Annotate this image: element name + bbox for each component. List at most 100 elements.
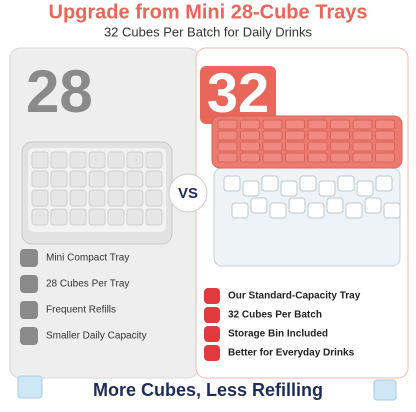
ice-cube	[364, 197, 382, 214]
feature-icon	[20, 249, 38, 267]
cube-cell	[307, 141, 328, 152]
feature-text: Storage Bin Included	[228, 329, 328, 340]
cube-cell	[307, 152, 328, 163]
cube-cell	[50, 189, 68, 207]
cube-cell	[31, 170, 49, 188]
ice-cube	[375, 175, 393, 192]
cube-cell	[352, 130, 373, 141]
ice-cube	[288, 197, 306, 214]
cube-cell	[285, 152, 305, 163]
cube-cell	[352, 119, 373, 130]
cube-cell	[352, 152, 373, 163]
cube-cell	[217, 141, 238, 152]
cube-cell	[69, 170, 87, 188]
ice-cube	[231, 202, 249, 219]
feature-text: Our Standard-Capacity Tray	[228, 291, 361, 302]
feature-text: Mini Compact Tray	[46, 253, 129, 264]
cube-cell	[107, 208, 125, 226]
cube-cell	[375, 130, 395, 141]
feature-icon	[20, 301, 38, 319]
cube-cell	[126, 151, 144, 169]
cube-cell	[50, 170, 68, 188]
vs-circle	[168, 173, 208, 213]
feature-icon	[204, 345, 220, 361]
ice-cube	[345, 202, 363, 219]
ice-cube	[356, 180, 374, 197]
cube-cell	[262, 152, 283, 163]
cube-cell	[240, 130, 260, 141]
cube-cell	[262, 130, 283, 141]
title: Upgrade from Mini 28-Cube Trays	[49, 1, 368, 23]
feature-text: 28 Cubes Per Tray	[46, 279, 129, 290]
ice-cube	[223, 175, 241, 192]
cube-cell	[307, 130, 328, 141]
cube-cell	[145, 189, 163, 207]
vs-label: VS	[178, 185, 198, 202]
ice-cube	[250, 197, 268, 214]
ice-cube	[383, 202, 401, 219]
right-number: 32	[207, 61, 269, 124]
feature-icon	[204, 326, 220, 342]
cube-cell	[50, 208, 68, 226]
ice-cube	[242, 180, 260, 197]
cube-cell	[145, 208, 163, 226]
cube-cell	[330, 119, 350, 130]
cube-cell	[31, 189, 49, 207]
cube-cell	[31, 151, 49, 169]
gray-tray	[21, 141, 173, 245]
cube-cell	[107, 151, 125, 169]
cube-cell	[69, 189, 87, 207]
subtitle: 32 Cubes Per Batch for Daily Drinks	[104, 24, 313, 39]
ice-cube	[269, 202, 287, 219]
left-number: 28	[26, 58, 93, 125]
ice-cubes	[223, 175, 401, 219]
cube-cell	[145, 170, 163, 188]
cube-cell	[88, 170, 106, 188]
ice-cube	[299, 175, 317, 192]
feature-text: 32 Cubes Per Batch	[228, 310, 322, 321]
feature-text: Better for Everyday Drinks	[228, 348, 355, 359]
cube-cell	[31, 208, 49, 226]
cube-cell	[262, 119, 283, 130]
cube-cell	[352, 141, 373, 152]
cube-cell	[88, 208, 106, 226]
cube-cell	[217, 130, 238, 141]
cube-cell	[107, 189, 125, 207]
pink-tray	[211, 115, 403, 169]
cube-cell	[126, 208, 144, 226]
cube-cell	[69, 208, 87, 226]
cube-cell	[126, 170, 144, 188]
cube-cell	[69, 151, 87, 169]
cube-cell	[285, 141, 305, 152]
ice-cube	[318, 180, 336, 197]
cube-cell	[88, 189, 106, 207]
cube-cell	[375, 119, 395, 130]
ice-cube	[307, 202, 325, 219]
right-number-box	[200, 66, 276, 124]
cube-cell	[330, 152, 350, 163]
cube-cell	[285, 130, 305, 141]
ice-cube	[337, 175, 355, 192]
cube-cell	[240, 119, 260, 130]
cube-cell	[375, 152, 395, 163]
cube-cell	[285, 119, 305, 130]
footer-text: More Cubes, Less Refilling	[93, 380, 323, 400]
cube-cell	[88, 151, 106, 169]
cube-cell	[50, 151, 68, 169]
cube-cell	[262, 141, 283, 152]
cube-cell	[307, 119, 328, 130]
cube-cell	[217, 152, 238, 163]
ice-icon	[373, 379, 397, 401]
ice-cube	[261, 175, 279, 192]
cube-cell	[330, 130, 350, 141]
cube-cell	[240, 152, 260, 163]
ice-cube	[326, 197, 344, 214]
feature-icon	[20, 275, 38, 293]
feature-text: Smaller Daily Capacity	[46, 331, 147, 342]
cube-cell	[126, 189, 144, 207]
ice-cube	[280, 180, 298, 197]
cube-cell	[145, 151, 163, 169]
feature-icon	[20, 327, 38, 345]
cube-cell	[375, 141, 395, 152]
